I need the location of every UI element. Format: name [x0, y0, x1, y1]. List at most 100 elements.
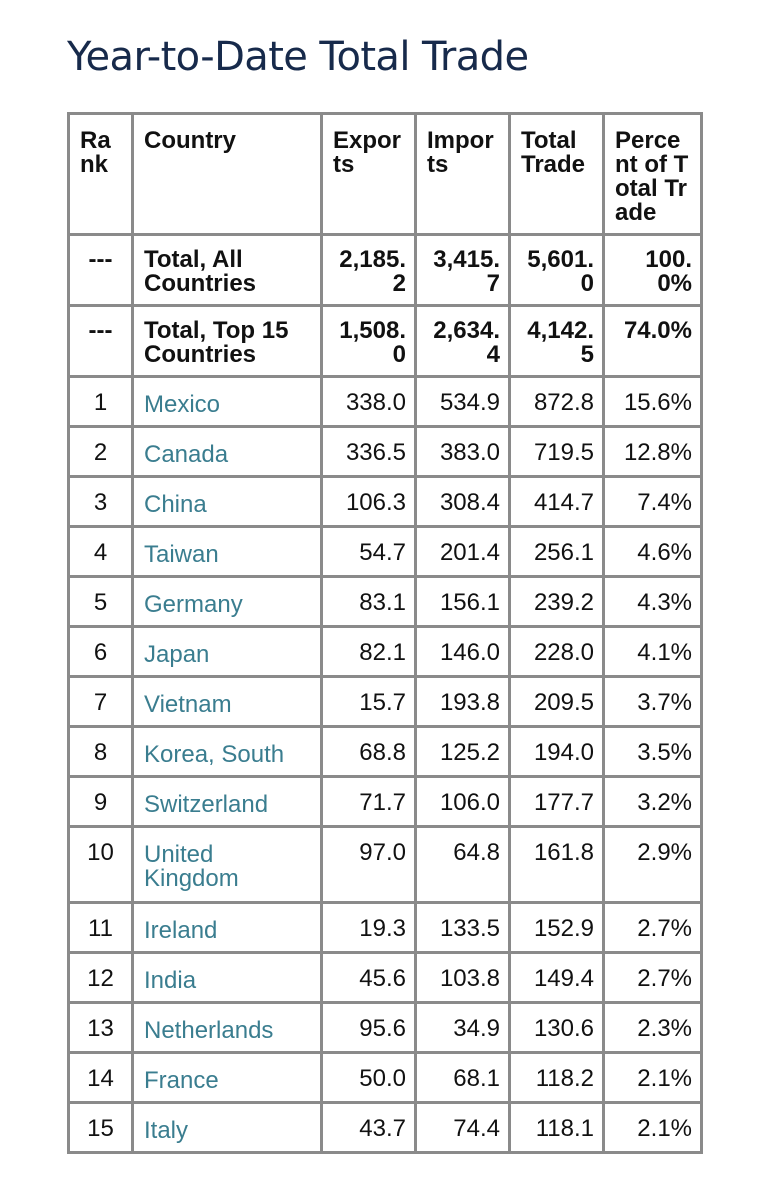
country-link[interactable]: Korea, South — [144, 741, 285, 768]
country-cell: France — [131, 1051, 323, 1104]
country-link[interactable]: Germany — [144, 591, 243, 618]
exports-cell: 71.7 — [320, 775, 417, 828]
percent-cell: 74.0% — [602, 304, 703, 378]
page-title: Year-to-Date Total Trade — [67, 34, 529, 80]
header-exports: Exports — [320, 112, 417, 236]
country-cell: Germany — [131, 575, 323, 628]
rank-cell: --- — [67, 233, 134, 307]
header-imports: Imports — [414, 112, 511, 236]
country-link[interactable]: Mexico — [144, 391, 221, 418]
exports-cell: 2,185.2 — [320, 233, 417, 307]
table-row: 7 Vietnam 15.7 193.8 209.5 3.7% — [67, 675, 703, 728]
percent-cell: 2.3% — [602, 1001, 703, 1054]
percent-cell: 100.0% — [602, 233, 703, 307]
total-trade-cell: 118.1 — [508, 1101, 605, 1154]
country-cell: India — [131, 951, 323, 1004]
total-trade-cell: 152.9 — [508, 901, 605, 954]
total-row: --- Total, Top 15 Countries 1,508.0 2,63… — [67, 304, 703, 378]
country-link[interactable]: Ireland — [144, 917, 218, 944]
imports-cell: 193.8 — [414, 675, 511, 728]
country-cell: Switzerland — [131, 775, 323, 828]
rank-cell: 7 — [67, 675, 134, 728]
country-link[interactable]: United Kingdom — [144, 841, 239, 892]
table-row: 13 Netherlands 95.6 34.9 130.6 2.3% — [67, 1001, 703, 1054]
rank-cell: 8 — [67, 725, 134, 778]
country-cell: Mexico — [131, 375, 323, 428]
imports-cell: 68.1 — [414, 1051, 511, 1104]
total-trade-cell: 239.2 — [508, 575, 605, 628]
country-link[interactable]: India — [144, 967, 197, 994]
imports-cell: 103.8 — [414, 951, 511, 1004]
imports-cell: 133.5 — [414, 901, 511, 954]
rank-cell: 9 — [67, 775, 134, 828]
imports-cell: 125.2 — [414, 725, 511, 778]
exports-cell: 43.7 — [320, 1101, 417, 1154]
country-link[interactable]: Switzerland — [144, 791, 269, 818]
table-row: 4 Taiwan 54.7 201.4 256.1 4.6% — [67, 525, 703, 578]
exports-cell: 95.6 — [320, 1001, 417, 1054]
imports-cell: 2,634.4 — [414, 304, 511, 378]
country-link[interactable]: Japan — [144, 641, 210, 668]
total-trade-cell: 4,142.5 — [508, 304, 605, 378]
rank-cell: 12 — [67, 951, 134, 1004]
country-link[interactable]: Taiwan — [144, 541, 219, 568]
rank-cell: 15 — [67, 1101, 134, 1154]
rank-cell: --- — [67, 304, 134, 378]
imports-cell: 64.8 — [414, 825, 511, 904]
imports-cell: 201.4 — [414, 525, 511, 578]
exports-cell: 1,508.0 — [320, 304, 417, 378]
percent-cell: 4.1% — [602, 625, 703, 678]
header-row: Rank Country Exports Imports Total Trade… — [67, 112, 703, 236]
total-trade-cell: 209.5 — [508, 675, 605, 728]
country-cell: Italy — [131, 1101, 323, 1154]
percent-cell: 12.8% — [602, 425, 703, 478]
total-trade-cell: 228.0 — [508, 625, 605, 678]
country-link[interactable]: Vietnam — [144, 691, 232, 718]
rank-cell: 4 — [67, 525, 134, 578]
country-cell: Canada — [131, 425, 323, 478]
country-link[interactable]: Canada — [144, 441, 229, 468]
percent-cell: 2.7% — [602, 951, 703, 1004]
header-percent: Percent of Total Trade — [602, 112, 703, 236]
table-row: 15 Italy 43.7 74.4 118.1 2.1% — [67, 1101, 703, 1154]
percent-cell: 15.6% — [602, 375, 703, 428]
rank-cell: 1 — [67, 375, 134, 428]
exports-cell: 45.6 — [320, 951, 417, 1004]
rank-cell: 2 — [67, 425, 134, 478]
percent-cell: 3.2% — [602, 775, 703, 828]
header-country: Country — [131, 112, 323, 236]
table-row: 3 China 106.3 308.4 414.7 7.4% — [67, 475, 703, 528]
table-row: 5 Germany 83.1 156.1 239.2 4.3% — [67, 575, 703, 628]
country-cell: Netherlands — [131, 1001, 323, 1054]
exports-cell: 15.7 — [320, 675, 417, 728]
exports-cell: 97.0 — [320, 825, 417, 904]
imports-cell: 156.1 — [414, 575, 511, 628]
imports-cell: 146.0 — [414, 625, 511, 678]
total-trade-cell: 5,601.0 — [508, 233, 605, 307]
country-cell: Korea, South — [131, 725, 323, 778]
table-row: 10 United Kingdom 97.0 64.8 161.8 2.9% — [67, 825, 703, 904]
rank-cell: 6 — [67, 625, 134, 678]
percent-cell: 3.7% — [602, 675, 703, 728]
exports-cell: 83.1 — [320, 575, 417, 628]
header-total-trade: Total Trade — [508, 112, 605, 236]
country-link[interactable]: Netherlands — [144, 1017, 274, 1044]
total-trade-cell: 719.5 — [508, 425, 605, 478]
country-link[interactable]: China — [144, 491, 207, 518]
total-trade-cell: 872.8 — [508, 375, 605, 428]
percent-cell: 2.7% — [602, 901, 703, 954]
imports-cell: 34.9 — [414, 1001, 511, 1054]
exports-cell: 50.0 — [320, 1051, 417, 1104]
exports-cell: 82.1 — [320, 625, 417, 678]
rank-cell: 14 — [67, 1051, 134, 1104]
total-trade-cell: 161.8 — [508, 825, 605, 904]
table-row: 1 Mexico 338.0 534.9 872.8 15.6% — [67, 375, 703, 428]
percent-cell: 2.1% — [602, 1101, 703, 1154]
percent-cell: 2.1% — [602, 1051, 703, 1104]
country-link[interactable]: France — [144, 1067, 219, 1094]
country-link[interactable]: Italy — [144, 1117, 189, 1144]
rank-cell: 3 — [67, 475, 134, 528]
percent-cell: 2.9% — [602, 825, 703, 904]
imports-cell: 308.4 — [414, 475, 511, 528]
rank-cell: 10 — [67, 825, 134, 904]
